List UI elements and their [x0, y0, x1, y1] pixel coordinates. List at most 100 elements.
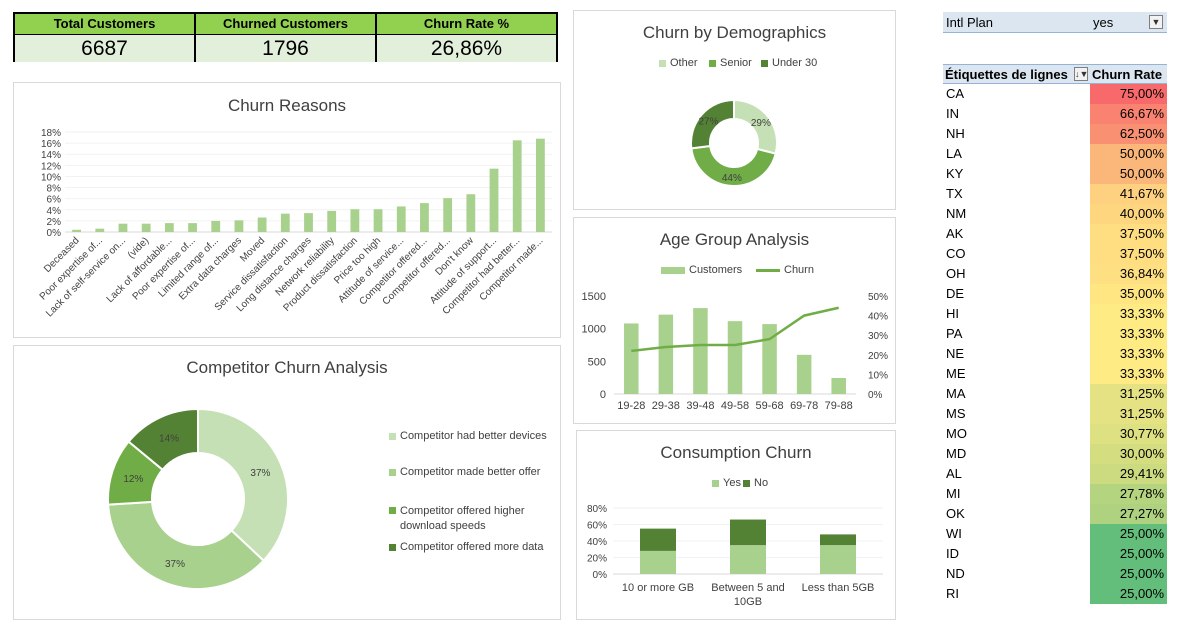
bar	[693, 308, 708, 394]
pivot-row[interactable]: MA 31,25%	[943, 384, 1167, 404]
consumption-plot: 0% 20% 40% 60% 80% 10 or more GB Between 5 and…	[587, 504, 883, 608]
y-tick-label: 0	[600, 389, 606, 401]
bar	[466, 194, 476, 232]
pivot-header: Étiquettes de lignes ↓▼ Churn Rate	[943, 64, 1167, 84]
pivot-row[interactable]: MD 30,00%	[943, 444, 1167, 464]
pivot-row[interactable]: MS 31,25%	[943, 404, 1167, 424]
age-group-chart[interactable]: Age Group Analysis Customers Churn 0 500 1…	[573, 217, 896, 424]
slice-label: 29%	[751, 118, 771, 129]
pivot-row[interactable]: ME 33,33%	[943, 364, 1167, 384]
legend-label: Yes	[723, 477, 741, 489]
churn-rate-pivot-table: Étiquettes de lignes ↓▼ Churn Rate CA 75,…	[943, 64, 1167, 604]
state-label: RI	[946, 586, 959, 601]
pivot-row[interactable]: OK 27,27%	[943, 504, 1167, 524]
state-label: MA	[946, 386, 966, 401]
kpi-value: 1796	[196, 35, 375, 62]
churn-rate-value: 31,25%	[1090, 384, 1167, 404]
churn-rate-value: 25,00%	[1090, 544, 1167, 564]
kpi-total-customers[interactable]: Total Customers 6687	[15, 14, 196, 62]
state-label: PA	[946, 326, 963, 341]
consumption-chart[interactable]: Consumption Churn Yes No 0% 20% 40% 60% 80% 1…	[576, 430, 896, 620]
slice-label: 37%	[165, 559, 185, 570]
pivot-row[interactable]: ND 25,00%	[943, 564, 1167, 584]
pivot-row[interactable]: DE 35,00%	[943, 284, 1167, 304]
churn-reasons-chart[interactable]: Churn Reasons 0% 2% 4% 6% 8% 10% 12% 14% 16% 18% D…	[13, 82, 561, 338]
churn-rate-value: 37,50%	[1090, 224, 1167, 244]
bar	[831, 377, 846, 394]
demographics-donut: 29% 44% 27%	[690, 98, 778, 187]
y2-tick-label: 10%	[868, 370, 888, 381]
intl-plan-filter[interactable]: Intl Plan yes ▼	[943, 12, 1167, 33]
x-tick-label: 10 or more GB	[622, 582, 694, 594]
y-tick-label: 16%	[41, 139, 61, 150]
pivot-row[interactable]: WI 25,00%	[943, 524, 1167, 544]
state-label: OH	[946, 266, 966, 281]
kpi-value: 26,86%	[377, 35, 556, 62]
pivot-row[interactable]: ID 25,00%	[943, 544, 1167, 564]
pivot-row[interactable]: MI 27,78%	[943, 484, 1167, 504]
pivot-row[interactable]: MO 30,77%	[943, 424, 1167, 444]
state-label: LA	[946, 146, 962, 161]
y-tick-label: 60%	[587, 521, 607, 532]
bar-no	[640, 528, 676, 551]
churn-rate-value: 29,41%	[1090, 464, 1167, 484]
bar	[234, 220, 244, 232]
bar	[727, 321, 743, 394]
pivot-row[interactable]: LA 50,00%	[943, 144, 1167, 164]
legend-item: Competitor offered more data	[389, 541, 543, 553]
y-tick-label: 8%	[47, 184, 62, 195]
bar-yes	[820, 545, 856, 574]
y2-tick-label: 0%	[868, 390, 883, 401]
state-label: NM	[946, 206, 967, 221]
kpi-churn-rate[interactable]: Churn Rate % 26,86%	[377, 14, 556, 62]
pivot-row[interactable]: RI 25,00%	[943, 584, 1167, 604]
pivot-row[interactable]: OH 36,84%	[943, 264, 1167, 284]
pivot-row[interactable]: AK 37,50%	[943, 224, 1167, 244]
pivot-row[interactable]: NM 40,00%	[943, 204, 1167, 224]
churn-rate-value: 41,67%	[1090, 184, 1167, 204]
churn-rate-value: 37,50%	[1090, 244, 1167, 264]
x-tick-label: 59-68	[756, 400, 784, 412]
churn-rate-value: 33,33%	[1090, 304, 1167, 324]
competitor-churn-chart[interactable]: Competitor Churn Analysis 37% 37% 12% 14% C…	[13, 345, 561, 620]
chart-title: Churn by Demographics	[642, 23, 827, 42]
legend-item: Yes	[712, 477, 741, 489]
pivot-row[interactable]: CA 75,00%	[943, 84, 1167, 104]
pivot-row[interactable]: KY 50,00%	[943, 164, 1167, 184]
demographics-chart[interactable]: Churn by Demographics Other Senior Under…	[573, 10, 896, 210]
bar	[762, 324, 777, 394]
legend-label: Senior	[720, 57, 752, 69]
slice-label: 14%	[159, 433, 179, 444]
pivot-row[interactable]: CO 37,50%	[943, 244, 1167, 264]
age-group-plot: 0 500 1000 1500 0% 10% 20% 30% 40% 50% 19-28 29-38 3…	[582, 291, 889, 412]
sort-filter-icon[interactable]: ↓▼	[1074, 67, 1089, 81]
bar	[420, 203, 429, 232]
y-tick-label: 14%	[41, 150, 61, 161]
filter-funnel-icon[interactable]: ▼	[1149, 15, 1163, 29]
y2-tick-label: 30%	[868, 331, 888, 342]
bar-no	[730, 519, 766, 546]
bar	[489, 168, 499, 232]
pivot-row[interactable]: TX 41,67%	[943, 184, 1167, 204]
pivot-rows: CA 75,00% IN 66,67% NH 62,50% LA 50,00% KY 50,00%…	[943, 84, 1167, 604]
bar-no	[820, 534, 856, 546]
x-tick-label: 10GB	[734, 596, 762, 608]
state-label: WI	[946, 526, 962, 541]
bar	[658, 314, 674, 394]
bar	[443, 198, 453, 232]
churn-rate-value: 25,00%	[1090, 564, 1167, 584]
pivot-row[interactable]: PA 33,33%	[943, 324, 1167, 344]
pivot-row[interactable]: AL 29,41%	[943, 464, 1167, 484]
donut-slice	[127, 407, 199, 472]
pivot-row[interactable]: HI 33,33%	[943, 304, 1167, 324]
kpi-churned-customers[interactable]: Churned Customers 1796	[196, 14, 377, 62]
churn-rate-value: 35,00%	[1090, 284, 1167, 304]
pivot-row[interactable]: IN 66,67%	[943, 104, 1167, 124]
pivot-row[interactable]: NE 33,33%	[943, 344, 1167, 364]
legend-label: Competitor offered higher download speed…	[400, 505, 525, 532]
churn-rate-value: 36,84%	[1090, 264, 1167, 284]
legend-item: Customers	[661, 264, 742, 276]
legend-label: Under 30	[772, 57, 818, 69]
pivot-row[interactable]: NH 62,50%	[943, 124, 1167, 144]
filter-label: Intl Plan	[946, 15, 993, 30]
